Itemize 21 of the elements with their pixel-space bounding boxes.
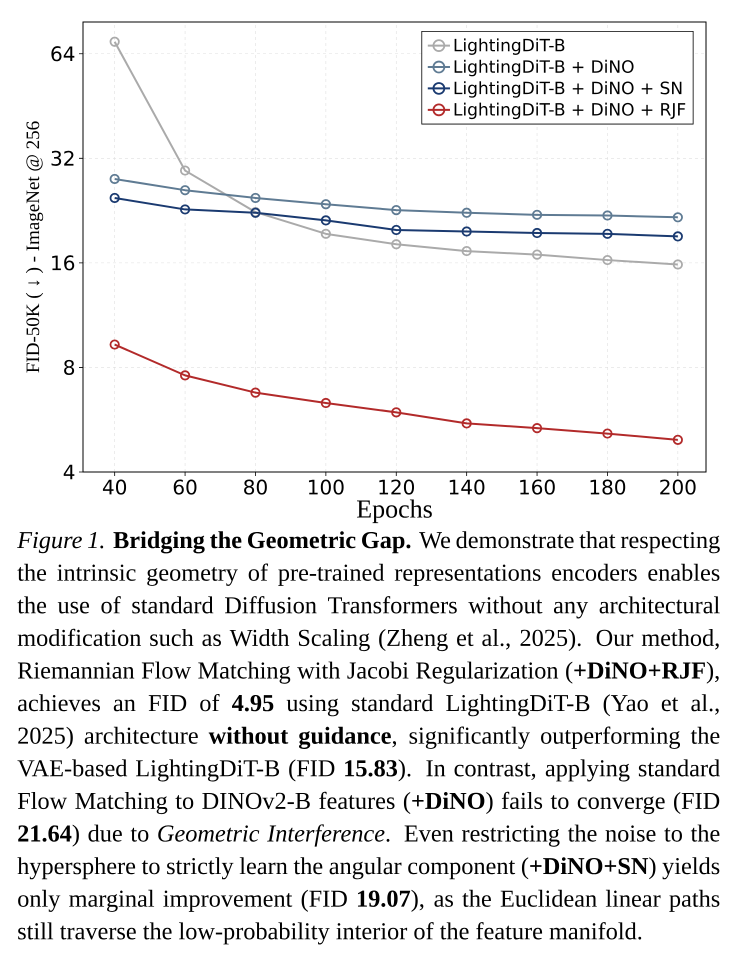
x-tick-label: 100 xyxy=(308,480,344,495)
legend-label: LightingDiT-B + DiNO xyxy=(454,60,634,76)
legend-label: LightingDiT-B xyxy=(454,38,564,55)
y-tick-label: 64 xyxy=(51,46,74,62)
y-tick-label: 8 xyxy=(64,360,74,375)
x-tick-label: 180 xyxy=(590,480,626,495)
y-tick-label: 4 xyxy=(64,464,74,480)
x-tick-label: 140 xyxy=(450,480,484,495)
x-tick-label: 40 xyxy=(102,480,126,495)
x-tick-label: 120 xyxy=(379,480,414,495)
y-tick-label: 16 xyxy=(52,255,74,270)
x-tick-label: 200 xyxy=(660,480,696,495)
x-axis-title: Epochs xyxy=(356,500,432,524)
legend-label: LightingDiT-B + DiNO + RJF xyxy=(454,102,686,120)
text: Figure 1. Bridging the Geometric Gap. We demonstrate that respecting the intrinsic geometry of pre-trained representations encoders enables the use of standard Diffusion Transformers without any architectural modification such as Width Scaling (Zheng et al., 2025). Our method, Riemannian Flow Matching with Jacobi Regularization (+DiNO+RJF), achieves an FID of 4.95 using standard LightingDiT-B (Yao et al., 2025) architecture without guidance, significantly outperforming the VAE-based LightingDiT-B (FID 15.83). In contrast, applying standard Flow Matching to DINOv2-B features (+DiNO) fails to converge (FID 21.64) due to Geometric Interference. Even restricting the noise to the hypersphere to strictly learn the angular component (+DiNO+SN) yields only marginal improvement (FID 19.07), as the Euclidean linear paths still traverse the low-probability interior of the feature manifold. xyxy=(17,531,720,944)
legend-label: LightingDiT-B + DiNO + SN xyxy=(454,81,682,98)
x-tick-label: 60 xyxy=(174,480,196,495)
y-tick-label: 32 xyxy=(52,150,74,166)
x-tick-label: 80 xyxy=(244,480,267,495)
x-tick-label: 160 xyxy=(520,480,555,495)
y-axis-title: FID-50K ( ↓ ) - ImageNet @ 256 xyxy=(26,121,44,373)
